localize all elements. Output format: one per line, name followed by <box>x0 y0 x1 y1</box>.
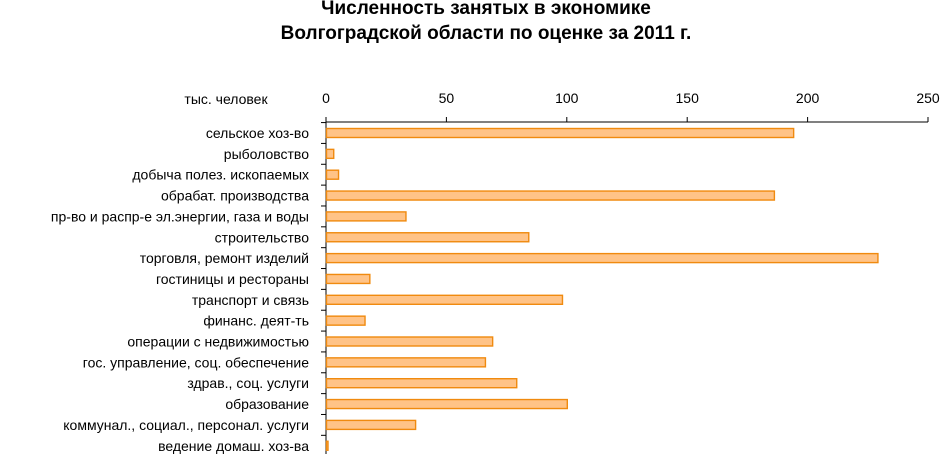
category-label: финанс. деят-ть <box>203 313 309 329</box>
x-tick-label: 50 <box>439 90 455 106</box>
category-label: образование <box>225 396 309 412</box>
chart-title-line-1: Численность занятых в экономике <box>321 0 651 19</box>
x-tick-label: 150 <box>676 90 700 106</box>
bars <box>325 127 879 451</box>
bar <box>325 273 371 285</box>
bar <box>325 169 340 180</box>
bar <box>325 398 569 410</box>
bar <box>325 419 417 431</box>
x-tick-label: 0 <box>322 90 330 106</box>
x-tick-label: 250 <box>916 90 940 106</box>
x-tick-label: 100 <box>555 90 579 106</box>
bar <box>325 211 407 222</box>
category-label: рыболовство <box>224 146 309 162</box>
x-tick-label: 200 <box>796 90 820 106</box>
bar <box>325 252 879 264</box>
category-label: здрав., соц. услуги <box>187 375 309 391</box>
bar <box>325 357 487 368</box>
category-label: гос. управление, соц. обеспечение <box>83 354 309 370</box>
category-label: коммунал., социал., персонал. услуги <box>63 417 309 433</box>
bar <box>325 378 518 389</box>
bar <box>325 127 795 139</box>
bar <box>325 336 494 347</box>
category-label: ведение домаш. хоз-ва <box>158 438 309 454</box>
category-label: гостиницы и рестораны <box>156 271 309 287</box>
x-axis-label: тыс. человек <box>184 91 268 107</box>
category-label: добыча полез. ископаемых <box>132 167 309 183</box>
category-label: строительство <box>215 229 310 245</box>
category-label: транспорт и связь <box>192 292 309 308</box>
bar <box>325 294 564 305</box>
category-label: операции с недвижимостью <box>127 334 309 350</box>
category-label: пр-во и распр-е эл.энергии, газа и воды <box>51 208 309 224</box>
x-tick-labels: 0 50 100 150 200 250 <box>322 90 940 106</box>
category-label: обрабат. производства <box>161 188 309 204</box>
category-labels: сельское хоз-во рыболовство добыча полез. … <box>51 125 309 454</box>
chart-title-line-2: Волгоградской области по оценке за 2011 … <box>281 23 692 44</box>
bar <box>325 232 530 243</box>
bar <box>325 315 366 326</box>
category-label: торговля, ремонт изделий <box>140 250 309 266</box>
bar <box>325 190 776 201</box>
category-label: сельское хоз-во <box>206 125 309 141</box>
bar <box>325 440 329 451</box>
bar <box>325 148 335 160</box>
